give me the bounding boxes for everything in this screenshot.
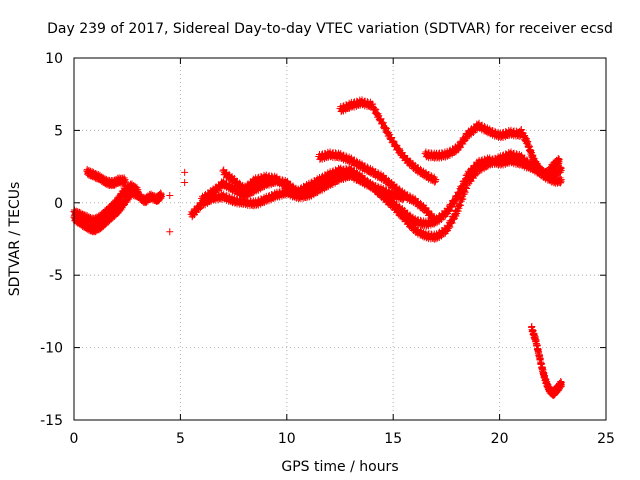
data-point bbox=[448, 219, 456, 227]
data-point bbox=[157, 190, 165, 198]
x-tick-label: 25 bbox=[597, 431, 615, 447]
tick-labels: 0 5 10 15 20 25 -15 -10 -5 0 5 10 bbox=[40, 51, 615, 447]
y-tick-label: -15 bbox=[40, 413, 63, 429]
x-tick-label: 15 bbox=[384, 431, 402, 447]
data-point bbox=[134, 186, 142, 194]
x-tick-label: 20 bbox=[491, 431, 509, 447]
y-tick-label: 5 bbox=[54, 123, 63, 139]
data-point bbox=[166, 228, 174, 236]
data-point bbox=[446, 223, 454, 231]
y-tick-label: 0 bbox=[54, 196, 63, 212]
data-point bbox=[557, 176, 565, 184]
axis-ticks bbox=[73, 57, 607, 421]
grid bbox=[74, 58, 606, 420]
data-point bbox=[181, 179, 189, 187]
y-tick-label: -10 bbox=[40, 341, 63, 357]
data-point bbox=[121, 176, 129, 184]
data-point bbox=[448, 203, 456, 211]
data-point bbox=[181, 168, 189, 176]
y-tick-label: 10 bbox=[45, 51, 63, 67]
data-point bbox=[459, 195, 467, 203]
x-tick-label: 10 bbox=[278, 431, 296, 447]
data-point bbox=[166, 192, 174, 200]
data-point bbox=[457, 201, 465, 209]
y-axis-label: SDTVAR / TECUs bbox=[7, 182, 23, 297]
plot-frame bbox=[73, 57, 607, 421]
y-tick-label: -5 bbox=[49, 268, 63, 284]
chart-title: Day 239 of 2017, Sidereal Day-to-day VTE… bbox=[47, 21, 613, 37]
x-tick-label: 0 bbox=[70, 431, 79, 447]
data-points bbox=[70, 96, 565, 399]
data-point bbox=[557, 164, 565, 172]
x-tick-label: 5 bbox=[176, 431, 185, 447]
x-axis-label: GPS time / hours bbox=[281, 459, 398, 475]
